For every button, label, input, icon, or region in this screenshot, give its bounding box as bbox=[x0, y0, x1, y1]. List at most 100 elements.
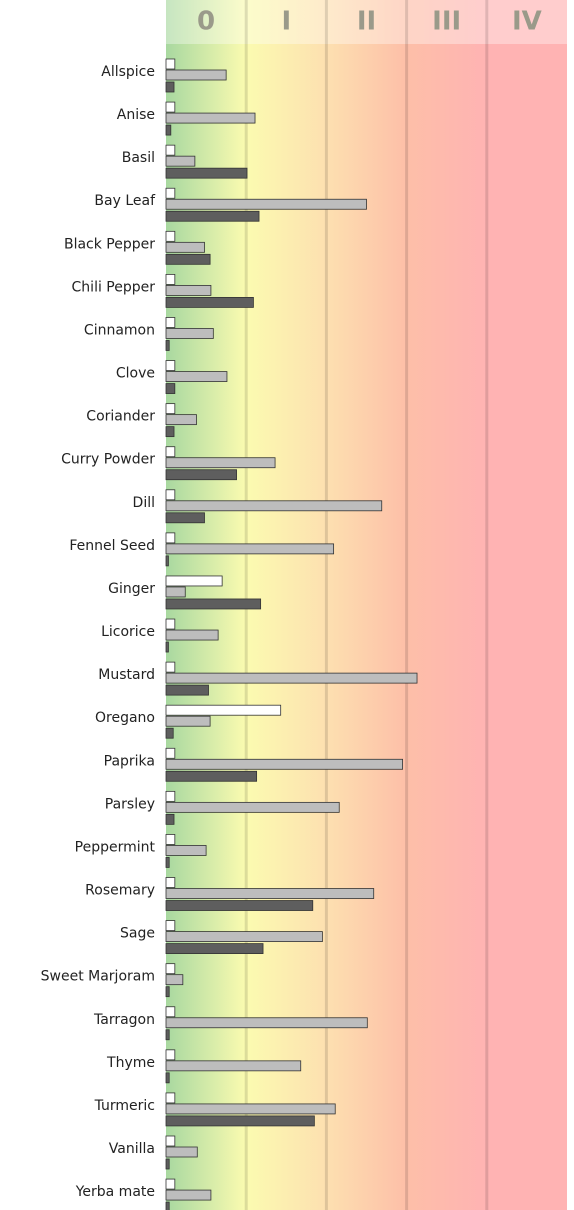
category-label: Sage bbox=[120, 926, 155, 942]
bar bbox=[165, 629, 219, 641]
category-label: Bay Leaf bbox=[94, 193, 156, 209]
bar bbox=[165, 112, 256, 124]
bar bbox=[165, 1158, 170, 1170]
bar bbox=[165, 360, 176, 371]
bar bbox=[165, 1103, 336, 1115]
bar bbox=[165, 1029, 170, 1041]
bar bbox=[165, 296, 254, 308]
bar bbox=[165, 857, 170, 868]
bar bbox=[165, 888, 375, 899]
category-label: Clove bbox=[116, 366, 155, 382]
bar bbox=[165, 371, 228, 382]
bar bbox=[165, 684, 209, 696]
bar bbox=[165, 532, 176, 544]
bar bbox=[165, 747, 176, 759]
bar bbox=[165, 253, 211, 265]
bar bbox=[165, 1017, 368, 1029]
bar bbox=[165, 230, 176, 242]
bar bbox=[165, 284, 212, 296]
bar bbox=[165, 1146, 198, 1158]
bar bbox=[165, 1049, 176, 1061]
bar bbox=[165, 900, 314, 911]
bar bbox=[165, 81, 175, 93]
bar bbox=[165, 340, 170, 351]
category-label: Allspice bbox=[101, 64, 155, 80]
category-label: Sweet Marjoram bbox=[41, 969, 155, 985]
bar bbox=[165, 1006, 176, 1018]
bar bbox=[165, 69, 227, 81]
bar bbox=[165, 198, 367, 210]
bar bbox=[165, 457, 276, 469]
category-label: Black Pepper bbox=[64, 236, 155, 252]
bar bbox=[165, 641, 169, 653]
bar bbox=[165, 1092, 176, 1104]
bar bbox=[165, 618, 176, 630]
bar bbox=[165, 58, 176, 70]
bar bbox=[165, 383, 176, 394]
bar bbox=[165, 469, 237, 481]
bar bbox=[165, 931, 323, 942]
category-label: Turmeric bbox=[94, 1098, 155, 1114]
bar bbox=[165, 672, 418, 684]
zone-label: II bbox=[357, 7, 376, 37]
bar bbox=[165, 920, 176, 931]
bar bbox=[165, 834, 176, 845]
bar bbox=[165, 801, 340, 813]
bar bbox=[165, 704, 282, 716]
bar bbox=[165, 489, 176, 501]
bar bbox=[165, 974, 184, 986]
bar bbox=[165, 845, 207, 856]
category-label: Chili Pepper bbox=[72, 279, 156, 295]
bar bbox=[165, 1189, 212, 1201]
category-label: Dill bbox=[133, 495, 155, 511]
category-label: Mustard bbox=[98, 667, 155, 683]
bar bbox=[165, 586, 186, 598]
bar bbox=[165, 446, 176, 458]
bar bbox=[165, 555, 169, 567]
bar bbox=[165, 1060, 302, 1072]
zone-label: I bbox=[281, 7, 291, 37]
category-label: Fennel Seed bbox=[69, 538, 155, 554]
category-label: Ginger bbox=[108, 581, 155, 597]
zone-label: III bbox=[432, 7, 461, 37]
bar bbox=[165, 144, 176, 156]
zone-label: IV bbox=[512, 7, 542, 37]
category-label: Oregano bbox=[95, 710, 155, 726]
category-label: Parsley bbox=[105, 796, 155, 812]
bar bbox=[165, 715, 211, 727]
bar bbox=[165, 210, 260, 222]
bar bbox=[165, 963, 176, 975]
bar bbox=[165, 758, 403, 770]
category-label: Thyme bbox=[106, 1055, 155, 1071]
bar bbox=[165, 943, 264, 954]
bar bbox=[165, 241, 205, 253]
category-label: Rosemary bbox=[85, 883, 155, 899]
bar bbox=[165, 167, 248, 179]
bar bbox=[165, 124, 172, 136]
bar bbox=[165, 101, 176, 113]
bar bbox=[165, 187, 176, 199]
category-label: Anise bbox=[117, 107, 155, 123]
category-label: Yerba mate bbox=[75, 1184, 155, 1200]
category-label: Tarragon bbox=[93, 1012, 155, 1028]
bar bbox=[165, 512, 205, 524]
bar bbox=[165, 1115, 315, 1127]
bar bbox=[165, 500, 383, 512]
bar bbox=[165, 986, 170, 998]
bar bbox=[165, 813, 175, 825]
bar bbox=[165, 1178, 176, 1190]
bar bbox=[165, 273, 176, 285]
zone-label: 0 bbox=[197, 7, 215, 37]
category-label: Basil bbox=[122, 150, 155, 166]
bar bbox=[165, 403, 176, 415]
bar bbox=[165, 790, 176, 802]
category-label: Curry Powder bbox=[61, 452, 155, 468]
category-label: Cinnamon bbox=[84, 322, 155, 338]
bar bbox=[165, 575, 223, 587]
bar bbox=[165, 770, 258, 782]
bar bbox=[165, 598, 262, 610]
bar bbox=[165, 1135, 176, 1147]
category-label: Licorice bbox=[101, 624, 155, 640]
bar bbox=[165, 877, 176, 888]
